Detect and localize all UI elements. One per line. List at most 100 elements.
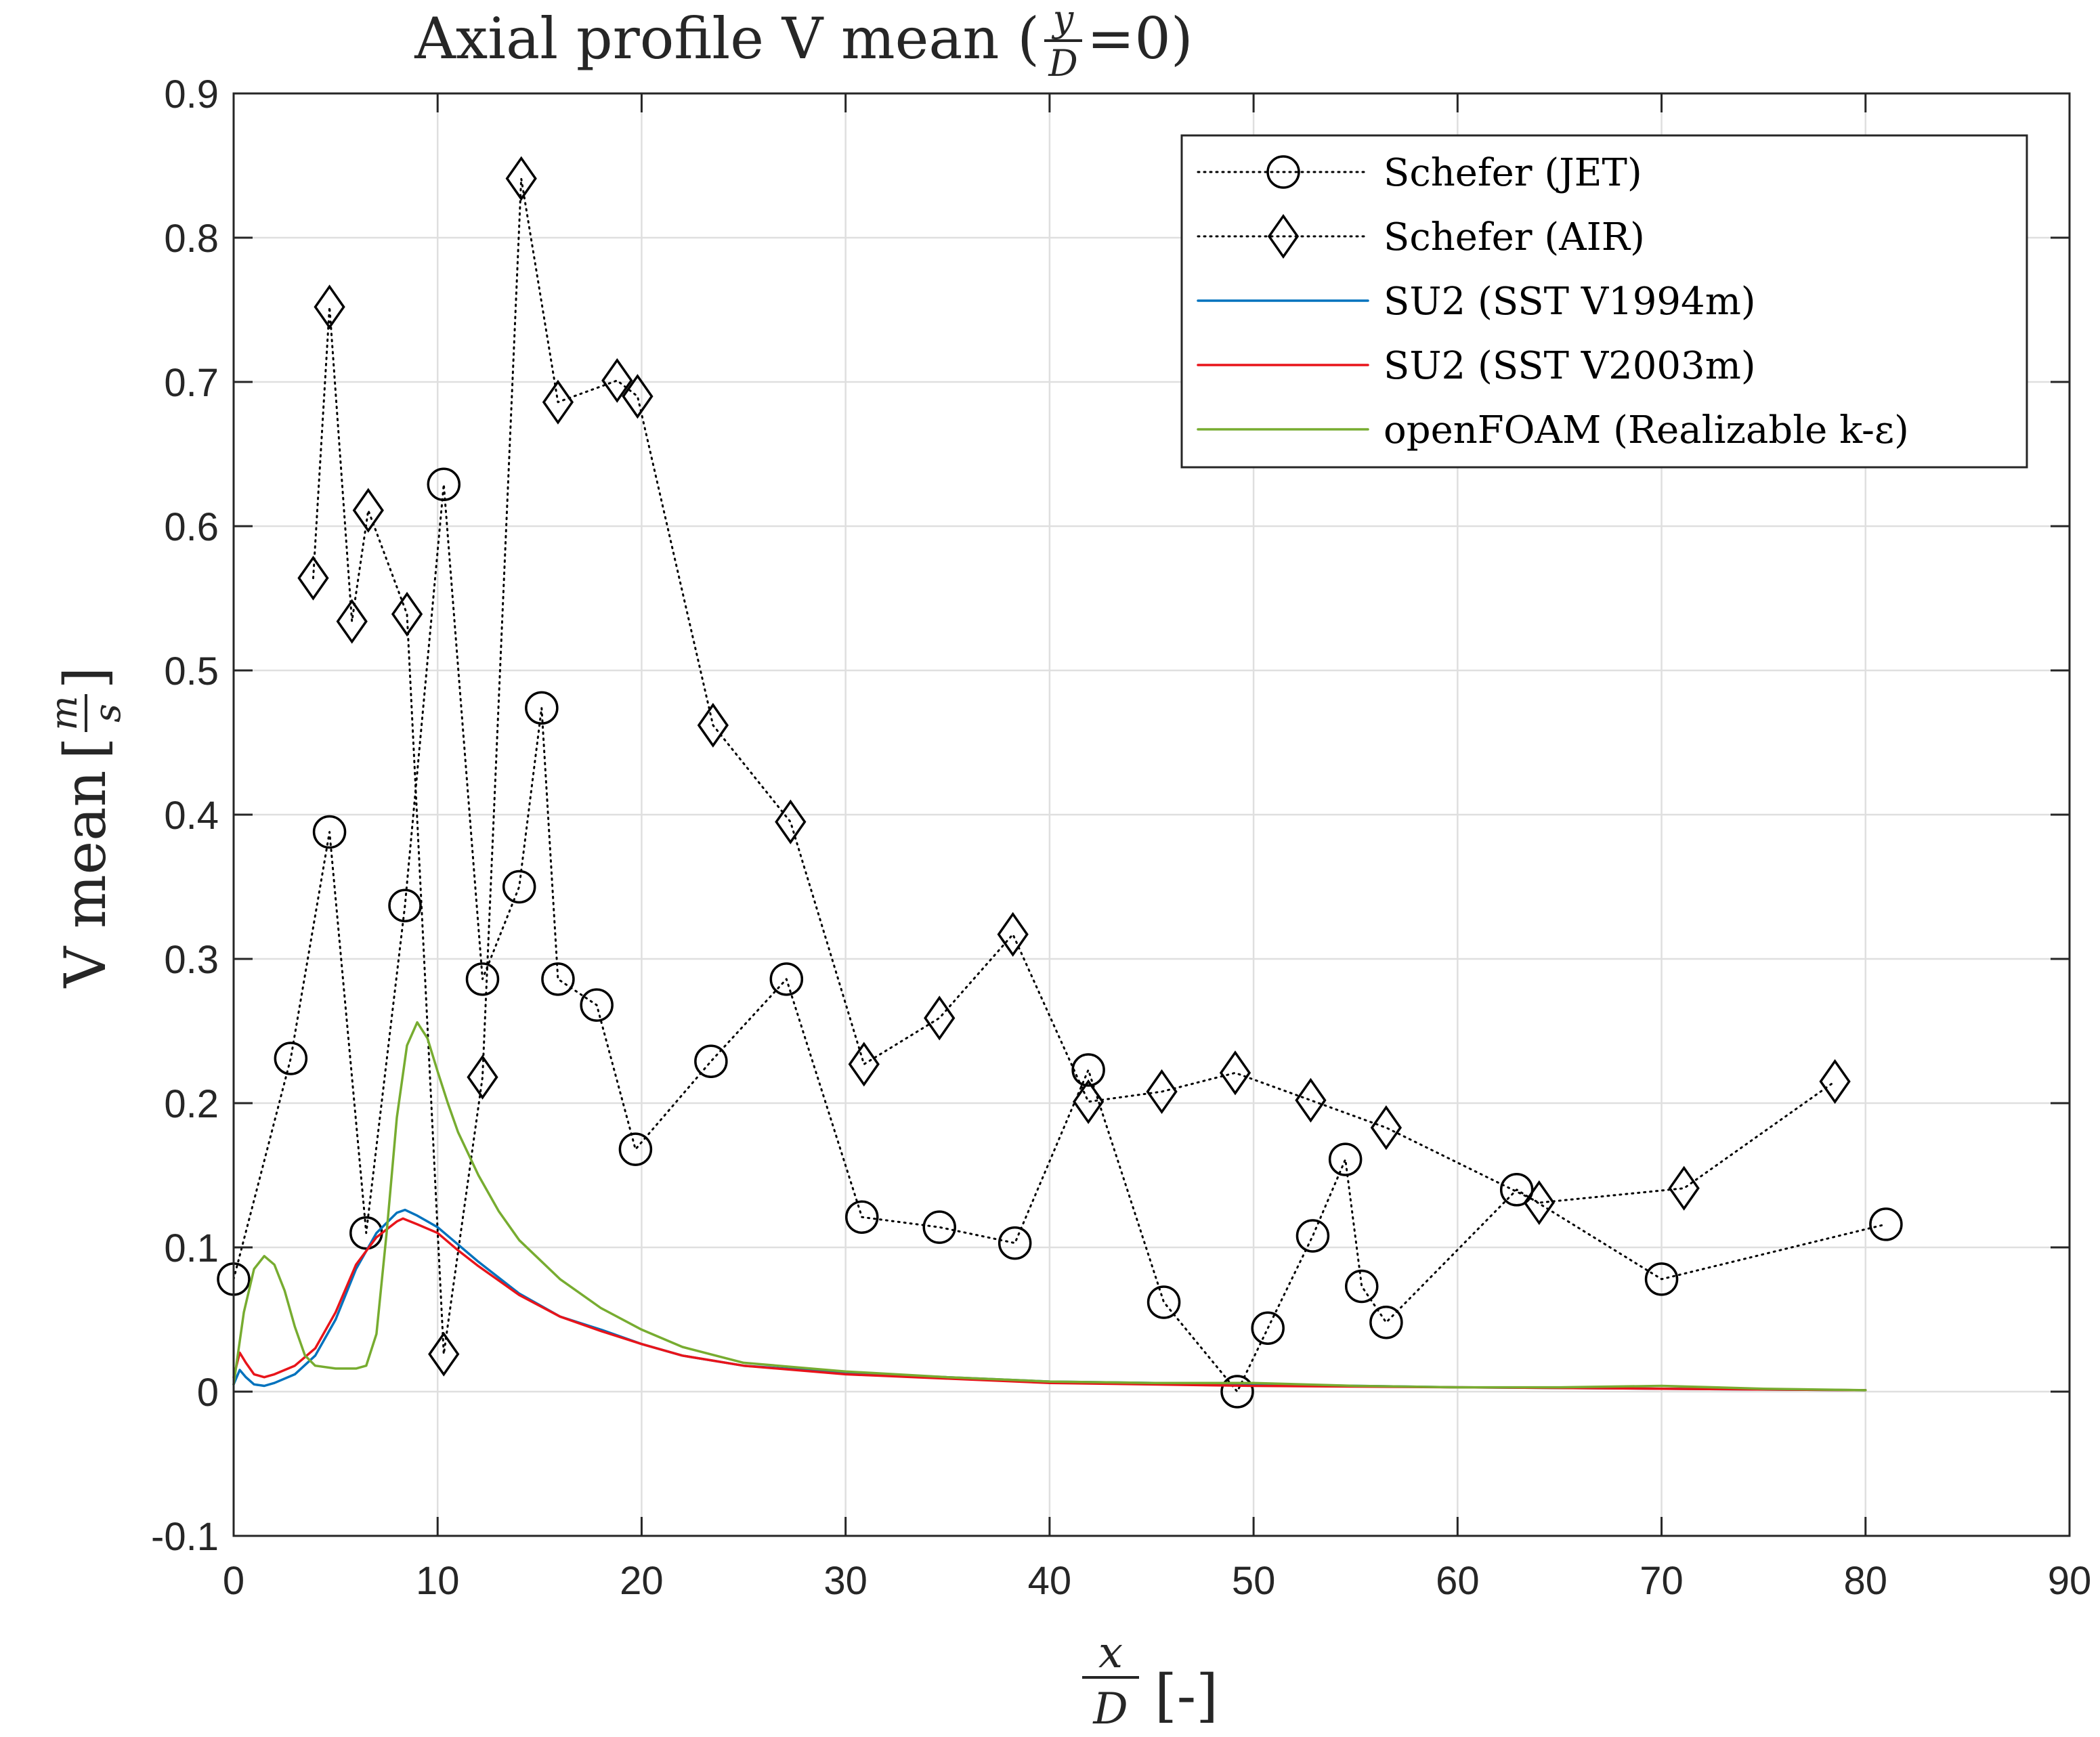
y-tick-label: 0.6	[164, 505, 219, 549]
legend-item-2: Schefer (AIR)	[1197, 213, 1645, 259]
legend-item-1: Schefer (JET)	[1197, 151, 1642, 195]
chart-title-fraction-numerator: y	[1052, 0, 1075, 40]
series-2-point	[1523, 1180, 1555, 1226]
y-axis-label-open-bracket: [	[52, 737, 119, 760]
series-1-point	[1345, 1269, 1379, 1304]
legend-label: SU2 (SST V1994m)	[1384, 280, 1756, 324]
series-2-point	[352, 488, 384, 533]
chart-title-suffix: =0)	[1087, 5, 1193, 72]
y-axis-label-denominator: s	[86, 704, 129, 723]
x-tick-label: 80	[1844, 1559, 1888, 1603]
x-axis-tick-labels: 0 10 20 30 40 50 60 70 80 90	[223, 1559, 2091, 1603]
chart-title-prefix: Axial profile V mean (	[414, 5, 1040, 72]
x-tick-label: 90	[2048, 1559, 2092, 1603]
series-1-point	[998, 1226, 1032, 1260]
series-1-point	[274, 1042, 308, 1075]
x-tick-label: 50	[1232, 1559, 1276, 1603]
series-1-point	[845, 1200, 879, 1235]
y-tick-label: 0.4	[164, 794, 219, 838]
legend-item-5: openFOAM (Realizable k-ε)	[1197, 408, 1909, 452]
series-1	[217, 467, 1903, 1409]
y-axis-label: V mean [ m s ]	[43, 667, 129, 989]
series-1-point	[769, 962, 804, 996]
series-layer	[217, 156, 1903, 1409]
x-tick-label: 60	[1436, 1559, 1480, 1603]
y-tick-label: 0.1	[164, 1226, 219, 1270]
axis-ticks	[232, 92, 2071, 1537]
y-tick-label: 0.2	[164, 1082, 219, 1126]
chart-title: Axial profile V mean ( y D =0)	[414, 0, 1193, 85]
series-2-point	[775, 799, 807, 844]
series-2-point	[505, 156, 537, 201]
chart-title-fraction-denominator: D	[1048, 42, 1077, 85]
x-tick-label: 10	[416, 1559, 460, 1603]
series-1-point	[618, 1132, 653, 1166]
y-tick-label: 0.3	[164, 938, 219, 982]
x-tick-label: 40	[1028, 1559, 1072, 1603]
series-4-line	[232, 1217, 1867, 1392]
series-1-line	[232, 483, 1887, 1393]
series-1-point	[1251, 1311, 1285, 1346]
series-1-point	[465, 962, 500, 996]
series-2-point	[1072, 1079, 1105, 1124]
series-2-point	[924, 995, 956, 1041]
series-1-point	[1869, 1207, 1903, 1241]
series-1-point	[922, 1210, 956, 1244]
legend-label: Schefer (AIR)	[1384, 215, 1645, 259]
series-1-point	[502, 870, 536, 904]
legend-swatch-marker	[1267, 213, 1300, 259]
series-2-point	[997, 912, 1029, 957]
x-tick-label: 70	[1640, 1559, 1684, 1603]
series-1-point	[312, 815, 347, 849]
series-1-point	[1644, 1262, 1679, 1296]
series-2-point	[1219, 1050, 1251, 1096]
legend: Schefer (JET) Schefer (AIR) SU2 (SST V1994…	[1180, 134, 2028, 469]
series-1-point	[1328, 1142, 1363, 1176]
x-tick-label: 30	[823, 1559, 867, 1603]
series-1-point	[525, 691, 559, 725]
series-2-point	[622, 374, 653, 419]
series-1-point	[427, 467, 461, 501]
series-2-point	[314, 284, 345, 330]
series-1-point	[541, 962, 575, 996]
series-2-point	[1819, 1058, 1851, 1105]
series-5-line	[232, 1021, 1867, 1392]
series-2-point	[1295, 1077, 1327, 1123]
y-tick-label: 0.9	[164, 72, 219, 116]
series-2-point	[542, 379, 574, 425]
legend-label: SU2 (SST V2003m)	[1384, 344, 1756, 388]
series-1-point	[1147, 1285, 1181, 1319]
series-5	[232, 1021, 1867, 1392]
series-2-point	[467, 1054, 498, 1100]
series-2-line	[312, 177, 1837, 1356]
series-2-point	[1146, 1069, 1178, 1115]
x-axis-label-numerator: x	[1098, 1628, 1123, 1678]
series-2-point	[1370, 1105, 1402, 1151]
legend-label: openFOAM (Realizable k-ε)	[1384, 408, 1909, 452]
x-axis-label: x D [-]	[1082, 1628, 1218, 1734]
series-1-point	[580, 988, 614, 1022]
series-1-point	[1220, 1375, 1254, 1409]
series-1-point	[1499, 1173, 1534, 1207]
series-1-point	[694, 1044, 728, 1078]
series-2-point	[428, 1331, 460, 1377]
legend-item-4: SU2 (SST V2003m)	[1197, 344, 1756, 388]
y-tick-label: 0.8	[164, 217, 219, 261]
y-axis-label-text: V mean	[52, 771, 119, 989]
x-tick-label: 0	[223, 1559, 244, 1603]
legend-items: Schefer (JET) Schefer (AIR) SU2 (SST V1994…	[1197, 151, 1909, 452]
series-4	[232, 1217, 1867, 1392]
y-tick-label: 0.7	[164, 361, 219, 405]
series-2-point	[601, 358, 633, 403]
series-2-point	[1668, 1165, 1700, 1211]
y-axis-tick-labels: -0.1 0 0.1 0.2 0.3 0.4 0.5 0.6 0.7 0.8 0.9	[151, 72, 219, 1559]
series-2	[297, 156, 1851, 1377]
series-1-point	[1295, 1219, 1330, 1253]
y-axis-label-numerator: m	[43, 695, 85, 730]
y-tick-label: 0.5	[164, 649, 219, 693]
x-axis-label-denominator: D	[1092, 1684, 1128, 1734]
x-tick-label: 20	[620, 1559, 664, 1603]
series-1-point	[1071, 1053, 1105, 1087]
legend-label: Schefer (JET)	[1384, 151, 1642, 195]
